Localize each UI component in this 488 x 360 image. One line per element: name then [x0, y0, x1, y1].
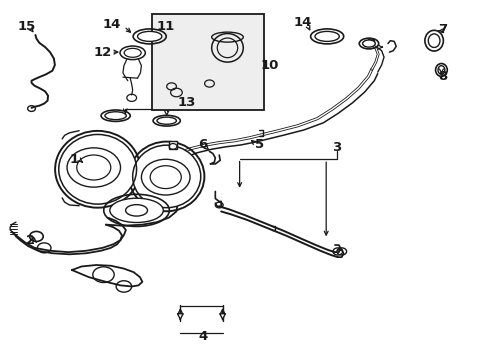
- Text: 14: 14: [293, 16, 311, 29]
- Text: 4: 4: [198, 330, 207, 343]
- Bar: [169, 141, 177, 149]
- Ellipse shape: [217, 38, 237, 58]
- Text: 5: 5: [254, 139, 263, 152]
- Ellipse shape: [110, 198, 163, 222]
- Text: 2: 2: [26, 234, 35, 247]
- Text: 15: 15: [18, 20, 36, 33]
- Bar: [152, 14, 264, 111]
- Ellipse shape: [157, 117, 176, 124]
- Text: 8: 8: [437, 70, 447, 83]
- Ellipse shape: [124, 48, 141, 57]
- Text: 14: 14: [103, 18, 121, 31]
- Text: 6: 6: [198, 139, 207, 152]
- Text: 12: 12: [93, 46, 111, 59]
- Text: 3: 3: [331, 141, 341, 154]
- Text: 7: 7: [437, 23, 447, 36]
- Ellipse shape: [105, 112, 126, 120]
- Text: 11: 11: [156, 20, 175, 33]
- Ellipse shape: [59, 134, 136, 204]
- Text: 1: 1: [70, 153, 79, 166]
- Text: 10: 10: [260, 59, 278, 72]
- Ellipse shape: [314, 31, 339, 41]
- Text: 13: 13: [178, 96, 196, 109]
- Ellipse shape: [132, 145, 201, 208]
- Text: 9: 9: [366, 37, 375, 50]
- Ellipse shape: [362, 40, 374, 47]
- Ellipse shape: [427, 34, 439, 48]
- Ellipse shape: [437, 66, 444, 74]
- Ellipse shape: [137, 31, 162, 41]
